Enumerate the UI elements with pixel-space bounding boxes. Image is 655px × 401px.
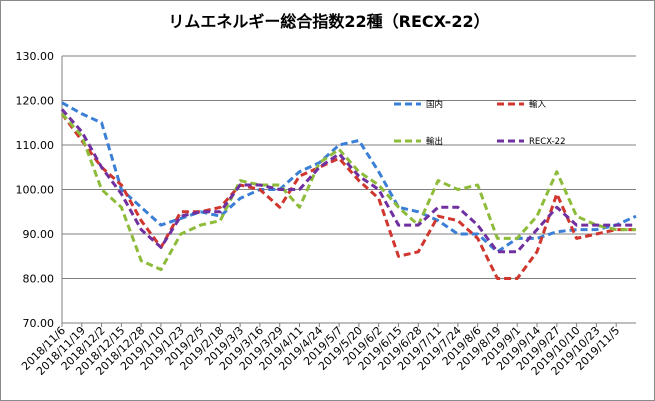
legend-label: 輸入	[529, 99, 547, 110]
y-tick-label: 110.00	[16, 139, 55, 152]
series-line-輸出	[60, 112, 636, 272]
y-tick-label: 90.00	[23, 228, 55, 241]
y-tick-label: 100.00	[16, 184, 55, 197]
series-line-RECX-22	[60, 108, 636, 254]
legend-label: 輸出	[426, 136, 443, 147]
legend-label: RECX-22	[529, 137, 566, 147]
grid-lines	[62, 55, 636, 324]
y-tick-label: 120.00	[16, 95, 55, 108]
x-tick-labels: 2018/11/62018/11/192018/12/22018/12/1520…	[19, 323, 622, 378]
y-tick-label: 130.00	[16, 50, 55, 63]
y-tick-labels: 70.00 80.00 90.00 100.00 110.00 120.00 130.00	[16, 50, 55, 330]
y-tick-label: 80.00	[23, 273, 55, 286]
chart-title: リムエネルギー総合指数22種（RECX-22）	[168, 12, 489, 31]
series-line-輸入	[60, 112, 636, 280]
y-tick-label: 70.00	[23, 317, 55, 330]
series-lines	[60, 101, 637, 280]
legend-label: 国内	[426, 99, 443, 110]
series-line-国内	[61, 101, 637, 254]
